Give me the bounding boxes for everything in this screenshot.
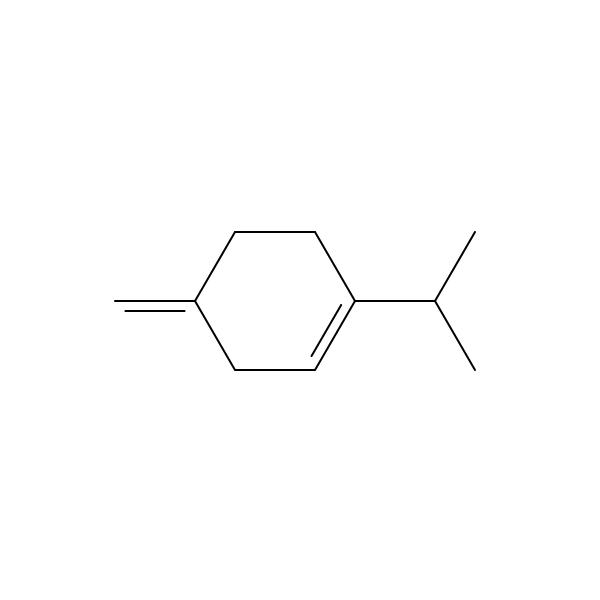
bond-line [435, 232, 475, 301]
molecule-diagram [0, 0, 600, 600]
bond-line [315, 232, 355, 301]
bond-group [115, 232, 475, 370]
bond-line [312, 305, 342, 356]
bond-line [195, 301, 235, 370]
bond-line [435, 301, 475, 370]
bond-line [315, 301, 355, 370]
bond-line [195, 232, 235, 301]
